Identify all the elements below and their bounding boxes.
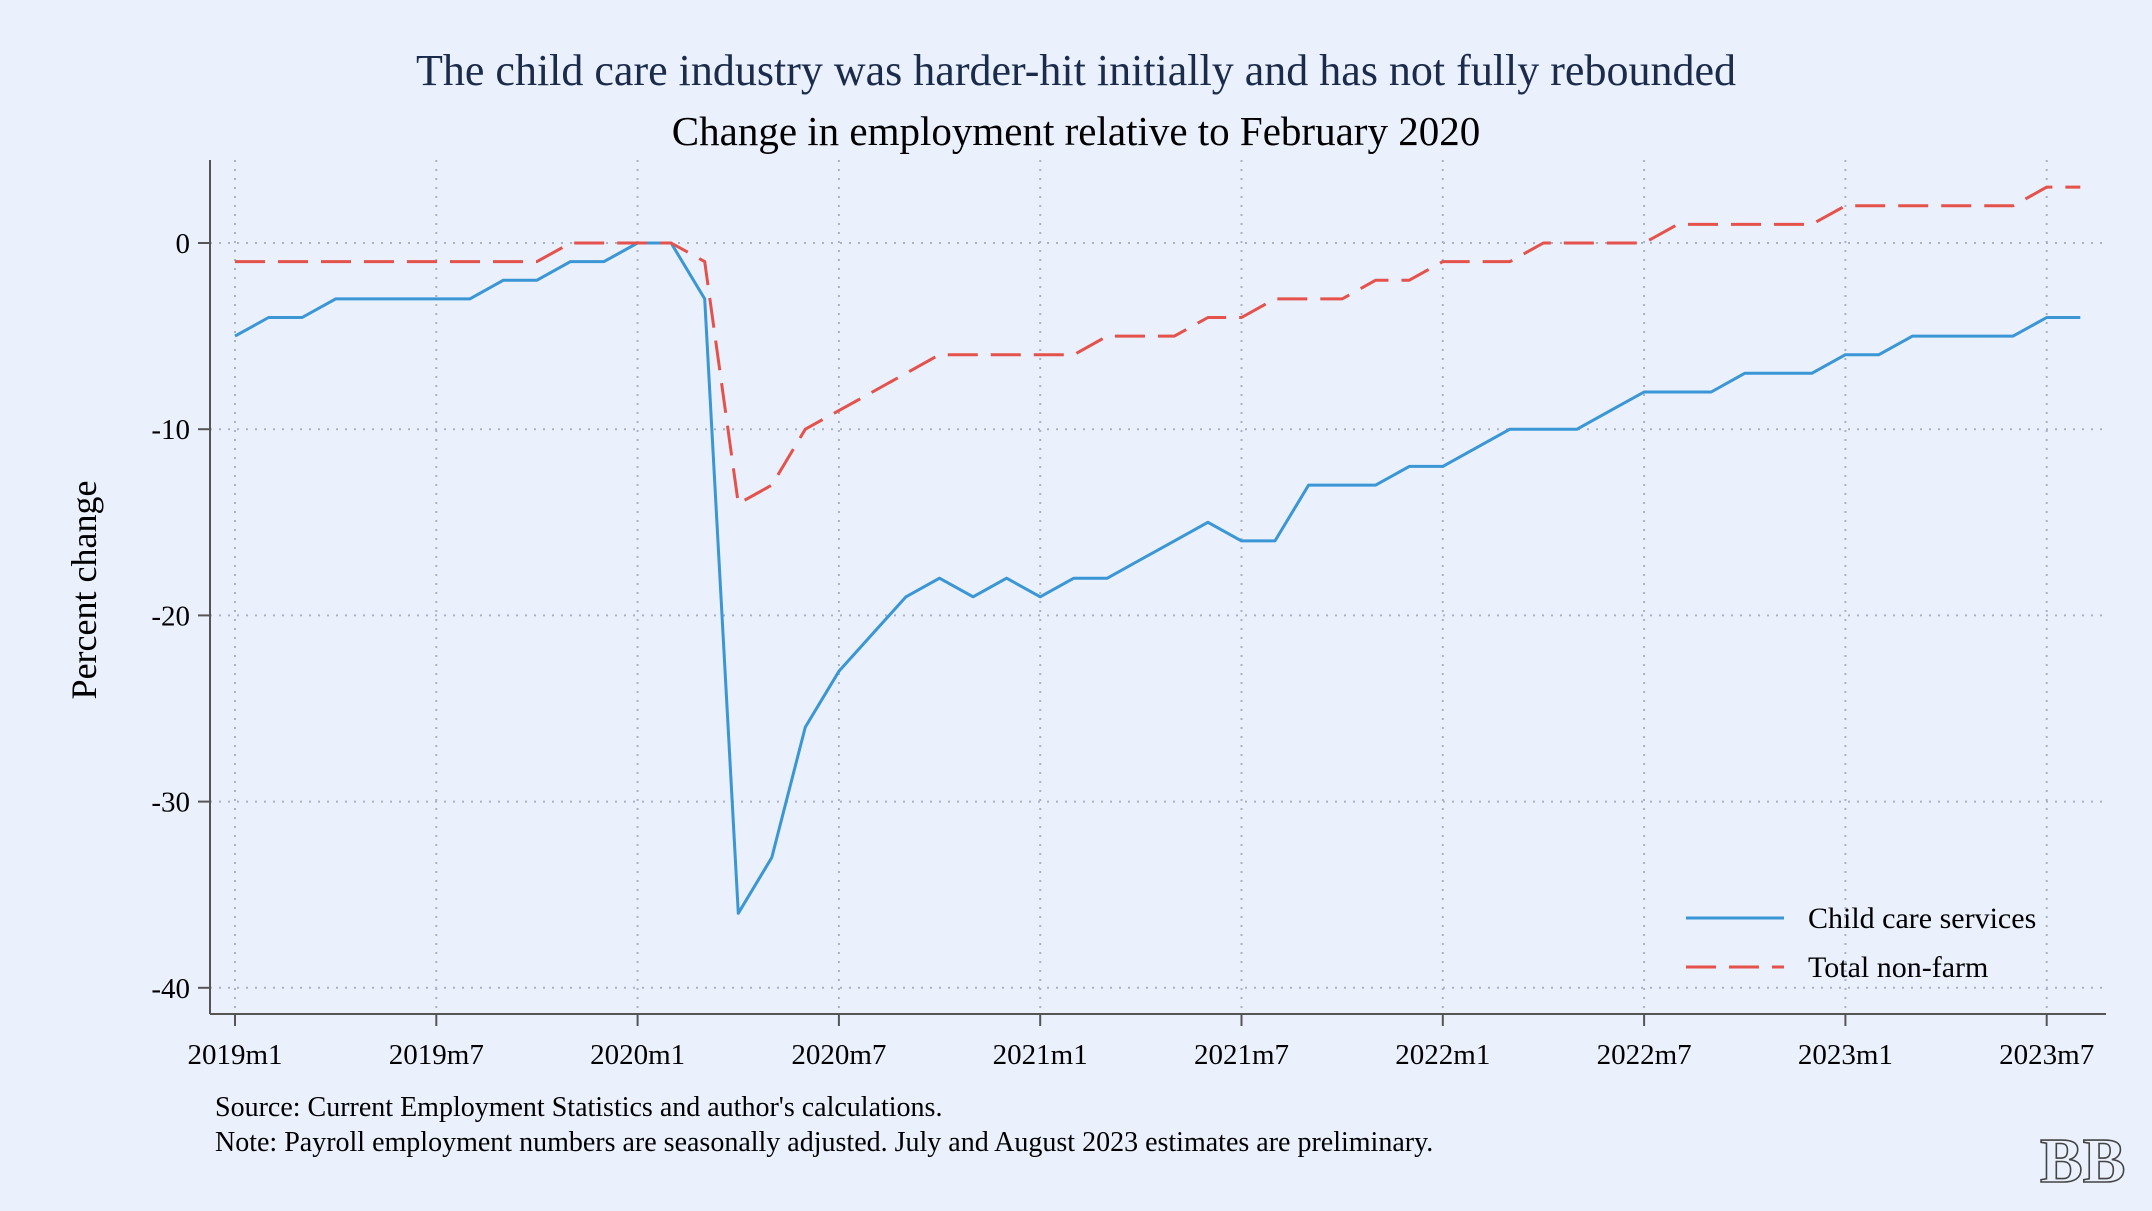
source-note: Source: Current Employment Statistics an…	[215, 1092, 942, 1123]
y-tick-label: 0	[176, 228, 191, 260]
y-tick-label: -20	[151, 600, 190, 632]
series-line-total-nonfarm	[235, 185, 2081, 506]
series	[234, 185, 2081, 915]
legend-label-child-care: Child care services	[1808, 902, 2036, 935]
x-tick-label: 2022m7	[1597, 1039, 1692, 1071]
legend: Child care services Total non-farm	[1686, 902, 2036, 984]
series-line-child-care	[234, 241, 2081, 915]
x-tick-label: 2020m7	[791, 1039, 886, 1071]
footnote: Note: Payroll employment numbers are sea…	[215, 1127, 1433, 1158]
x-tick-label: 2021m1	[993, 1039, 1088, 1071]
x-tick-label: 2021m7	[1194, 1039, 1289, 1071]
bb-logo: BB	[2040, 1125, 2125, 1196]
grid	[210, 160, 2106, 1014]
x-tick-label: 2022m1	[1395, 1039, 1490, 1071]
chart-title: The child care industry was harder-hit i…	[416, 46, 1736, 95]
x-tick-label: 2023m1	[1798, 1039, 1893, 1071]
legend-label-total-nonfarm: Total non-farm	[1808, 951, 1988, 984]
x-tick-label: 2023m7	[1999, 1039, 2094, 1071]
chart-subtitle: Change in employment relative to Februar…	[672, 108, 1480, 154]
axes: 0 -10 -20 -30 -40 2019m1 2019m7 2020m1 2020m7 202…	[151, 160, 2106, 1071]
y-axis-label: Percent change	[64, 481, 104, 700]
x-tick-label: 2019m1	[187, 1039, 282, 1071]
y-tick-label: -30	[151, 787, 190, 819]
x-tick-label: 2020m1	[590, 1039, 685, 1071]
y-tick-label: -10	[151, 414, 190, 446]
x-tick-label: 2019m7	[389, 1039, 484, 1071]
y-tick-label: -40	[151, 973, 190, 1005]
